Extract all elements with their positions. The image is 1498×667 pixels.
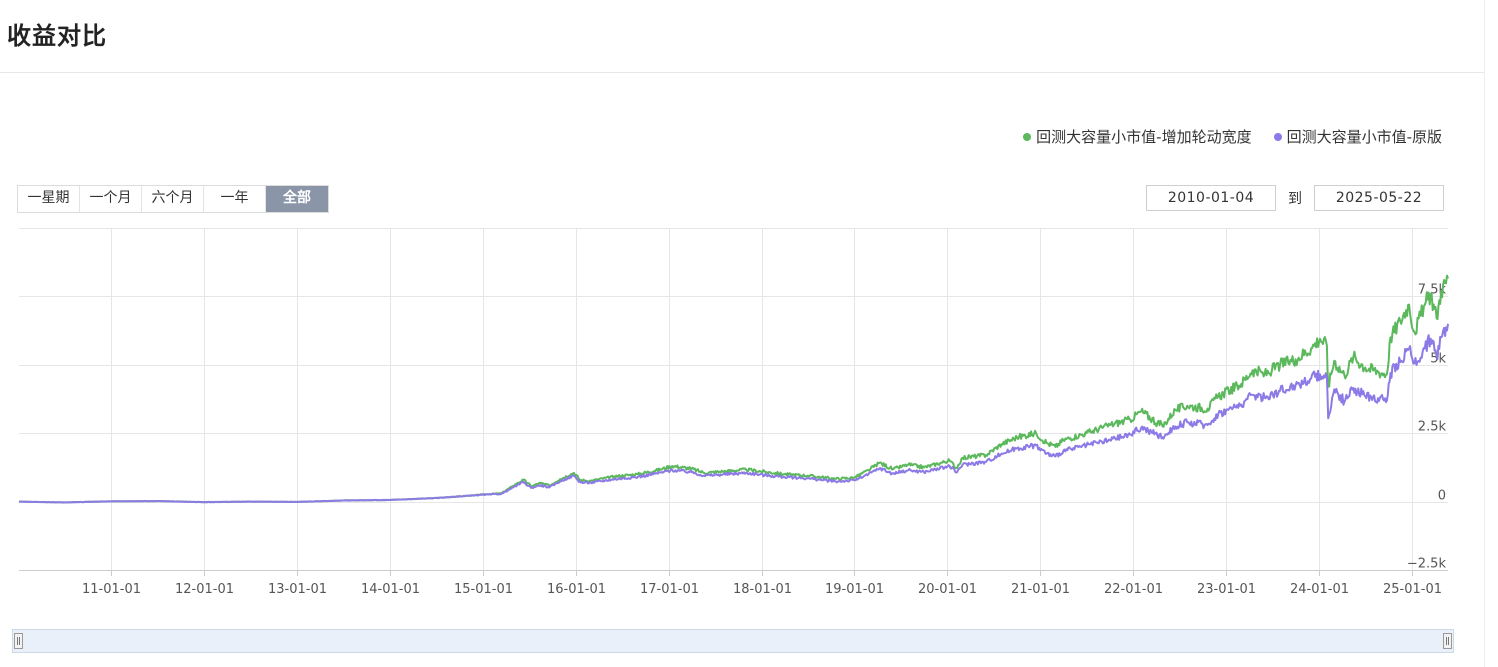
x-tick-label: 13-01-01 bbox=[268, 582, 327, 597]
legend-marker-series-2 bbox=[1273, 132, 1282, 141]
chart-legend: 回测大容量小市值-增加轮动宽度 回测大容量小市值-原版 bbox=[1023, 126, 1442, 147]
y-tick-label: 7.5k bbox=[1418, 283, 1447, 298]
navigator-left-handle[interactable] bbox=[14, 633, 23, 649]
x-tick-label: 24-01-01 bbox=[1290, 582, 1349, 597]
range-button-1-week[interactable]: 一星期 bbox=[18, 186, 80, 212]
range-button-1-month[interactable]: 一个月 bbox=[80, 186, 142, 212]
page-edge-divider bbox=[1484, 0, 1485, 667]
y-tick-label: 0 bbox=[1438, 489, 1446, 504]
date-from-input[interactable]: 2010-01-04 bbox=[1146, 185, 1276, 211]
date-range-picker: 2010-01-04 到 2025-05-22 bbox=[1146, 185, 1444, 211]
x-tick-label: 25-01-01 bbox=[1383, 582, 1442, 597]
x-tick-label: 19-01-01 bbox=[825, 582, 884, 597]
x-tick-label: 14-01-01 bbox=[361, 582, 420, 597]
x-tick-label: 15-01-01 bbox=[454, 582, 513, 597]
legend-item-series-2[interactable]: 回测大容量小市值-原版 bbox=[1273, 126, 1442, 147]
legend-label-series-1: 回测大容量小市值-增加轮动宽度 bbox=[1036, 128, 1252, 146]
title-divider bbox=[0, 72, 1484, 73]
legend-item-series-1[interactable]: 回测大容量小市值-增加轮动宽度 bbox=[1023, 126, 1252, 147]
legend-marker-series-1 bbox=[1023, 132, 1032, 141]
series-line-2 bbox=[18, 323, 1449, 504]
x-tick-label: 20-01-01 bbox=[918, 582, 977, 597]
x-tick-label: 16-01-01 bbox=[547, 582, 606, 597]
series-layer bbox=[18, 274, 1449, 504]
date-range-separator: 到 bbox=[1288, 191, 1302, 207]
x-tick-label: 21-01-01 bbox=[1011, 582, 1070, 597]
y-tick-label: −2.5k bbox=[1407, 557, 1447, 572]
range-button-6-months[interactable]: 六个月 bbox=[142, 186, 204, 212]
x-tick-label: 17-01-01 bbox=[640, 582, 699, 597]
navigator-right-handle[interactable] bbox=[1443, 633, 1452, 649]
range-selector: 一星期 一个月 六个月 一年 全部 bbox=[17, 185, 329, 213]
x-tick-label: 12-01-01 bbox=[175, 582, 234, 597]
range-button-1-year[interactable]: 一年 bbox=[204, 186, 266, 212]
date-to-input[interactable]: 2025-05-22 bbox=[1314, 185, 1444, 211]
grid-layer bbox=[19, 228, 1448, 571]
navigator-scrollbar[interactable] bbox=[12, 629, 1454, 653]
series-line-1 bbox=[18, 274, 1449, 504]
y-tick-label: 2.5k bbox=[1418, 420, 1447, 435]
legend-label-series-2: 回测大容量小市值-原版 bbox=[1286, 128, 1442, 146]
x-tick-label: 18-01-01 bbox=[733, 582, 792, 597]
x-tick-label: 23-01-01 bbox=[1197, 582, 1256, 597]
x-tick-label: 11-01-01 bbox=[82, 582, 141, 597]
range-button-all[interactable]: 全部 bbox=[266, 186, 328, 212]
page-title: 收益对比 bbox=[7, 22, 107, 50]
x-tick-label: 22-01-01 bbox=[1104, 582, 1163, 597]
